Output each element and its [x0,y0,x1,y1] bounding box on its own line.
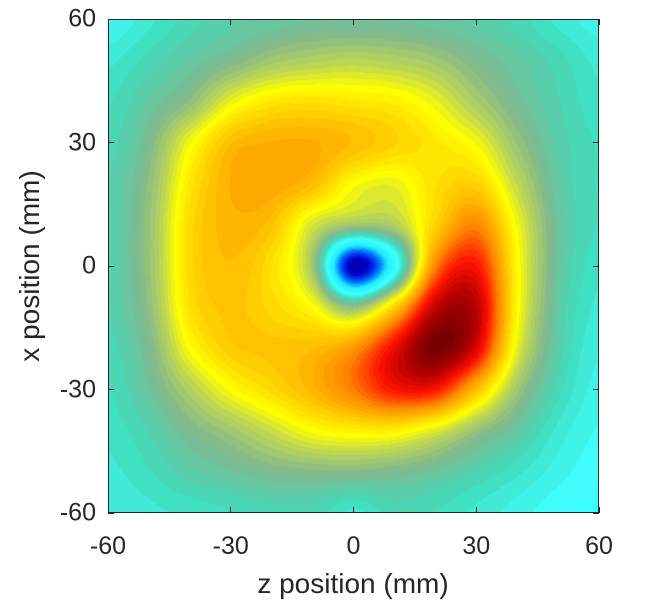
y-tick-mark [108,512,114,514]
y-tick-mark-right [593,265,599,267]
x-tick-mark [230,507,232,513]
x-tick-mark-top [230,19,232,25]
y-tick-mark [108,18,114,20]
x-tick-label: 30 [462,532,491,560]
x-tick-mark-top [475,19,477,25]
x-tick-mark [475,507,477,513]
y-tick-mark-right [593,389,599,390]
x-tick-label: -30 [212,532,249,560]
y-tick-mark [108,142,114,143]
x-tick-mark-top [107,19,109,25]
y-tick-mark [108,265,114,267]
x-tick-mark [107,507,109,513]
x-tick-mark-top [598,19,600,25]
y-tick-label: 30 [68,128,96,156]
y-tick-label: -30 [59,375,96,403]
x-tick-mark-top [353,19,354,25]
y-tick-mark [108,389,114,390]
y-tick-label: -60 [59,498,96,527]
y-tick-label: 60 [68,4,96,33]
heatmap-field [108,19,599,513]
x-tick-label: 0 [346,532,361,560]
x-tick-label: -60 [89,532,127,560]
y-tick-mark-right [593,142,599,143]
x-tick-mark [598,507,600,513]
x-tick-label: 60 [585,532,613,560]
y-tick-mark-right [593,512,599,514]
y-tick-mark-right [593,18,599,20]
y-tick-label: 0 [82,251,96,280]
x-tick-mark [353,507,354,513]
x-axis-label: z position (mm) [257,568,449,599]
heatmap-plot-area [108,19,599,513]
y-axis-label: x position (mm) [14,170,45,362]
